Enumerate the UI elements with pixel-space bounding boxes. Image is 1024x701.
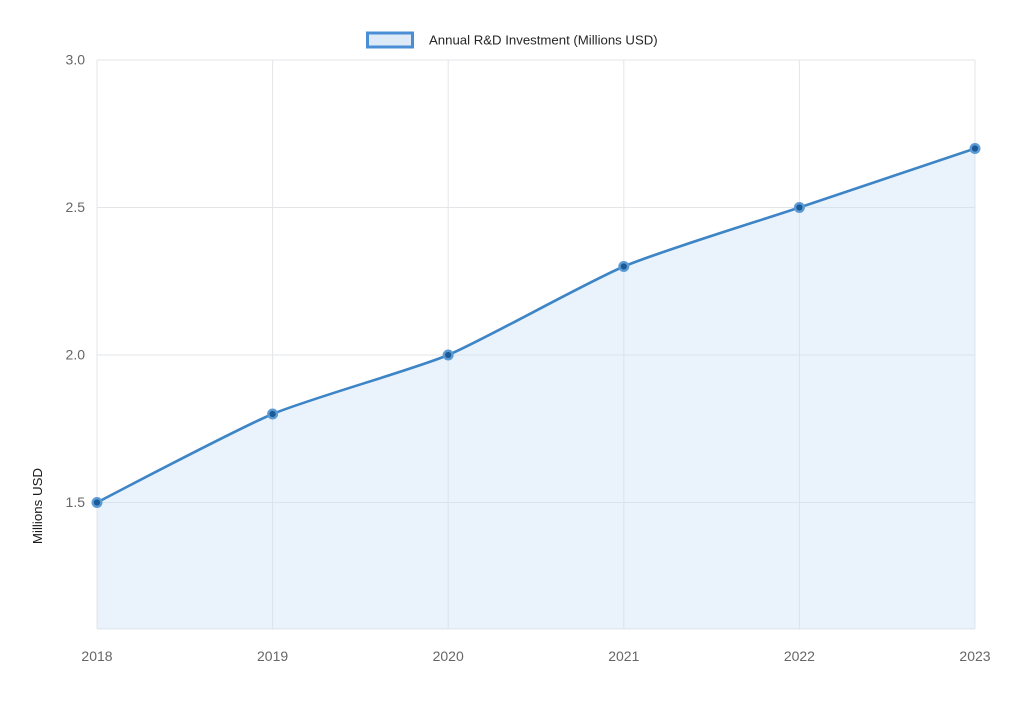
svg-text:2023: 2023 (959, 648, 990, 664)
svg-text:3.0: 3.0 (66, 52, 86, 68)
svg-text:1.5: 1.5 (66, 494, 86, 510)
svg-text:2020: 2020 (433, 648, 464, 664)
svg-text:Annual R&D Investment (Million: Annual R&D Investment (Millions USD) (429, 33, 658, 48)
svg-text:2.5: 2.5 (66, 199, 86, 215)
svg-text:2019: 2019 (257, 648, 288, 664)
svg-text:2022: 2022 (784, 648, 815, 664)
svg-text:2021: 2021 (608, 648, 639, 664)
svg-text:2018: 2018 (81, 648, 112, 664)
svg-text:Millions USD: Millions USD (30, 468, 45, 544)
svg-text:2.0: 2.0 (66, 347, 86, 363)
